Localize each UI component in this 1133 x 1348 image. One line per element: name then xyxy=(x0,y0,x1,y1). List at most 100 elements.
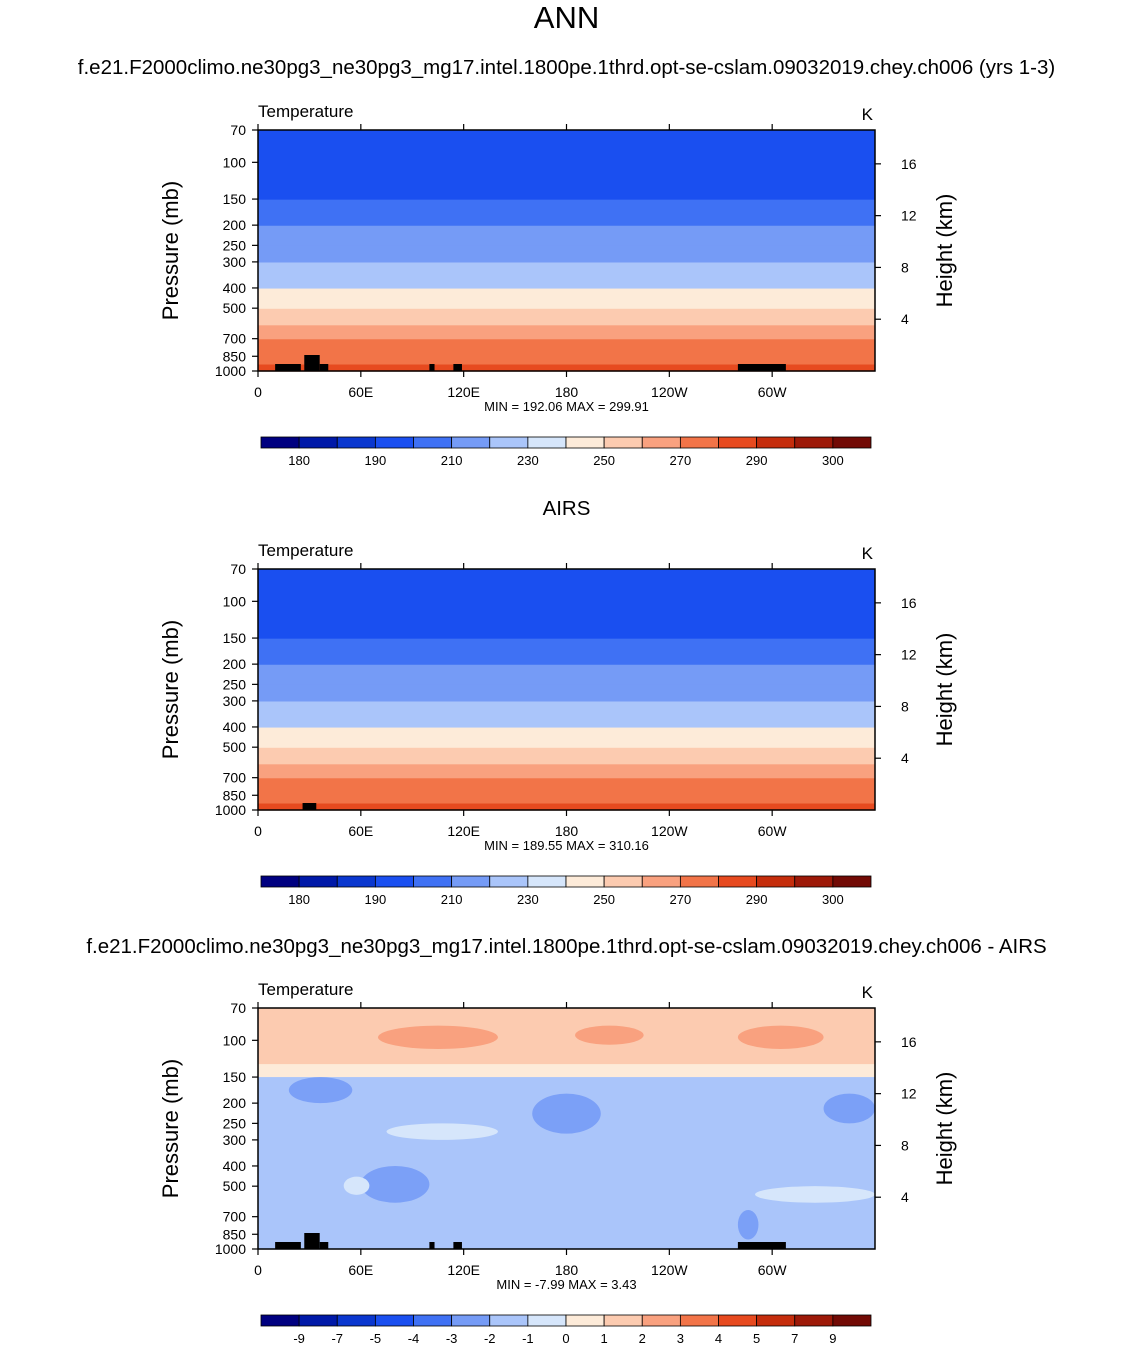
colorbar-label: 180 xyxy=(288,892,310,907)
y-tick-label: 100 xyxy=(223,593,247,609)
difference-patch xyxy=(575,1025,644,1045)
colorbar-label: 230 xyxy=(517,892,539,907)
colorbar-label: 4 xyxy=(715,1331,722,1346)
colorbar-label: -9 xyxy=(293,1331,305,1346)
terrain-block xyxy=(429,1242,435,1249)
colorbar-label: 270 xyxy=(670,453,692,468)
colorbar-swatch xyxy=(603,875,643,888)
difference-patch xyxy=(532,1093,601,1134)
panel-3-title: f.e21.F2000climo.ne30pg3_ne30pg3_mg17.in… xyxy=(86,935,1047,958)
colorbar-swatch xyxy=(641,436,681,449)
temperature-band xyxy=(258,700,875,728)
colorbar-swatch xyxy=(794,436,834,449)
x-tick-label: 120W xyxy=(651,1262,688,1278)
terrain-block xyxy=(304,355,320,371)
difference-patch xyxy=(343,1176,370,1195)
temperature-band xyxy=(258,324,875,340)
colorbar-swatch xyxy=(336,875,376,888)
colorbar-swatch xyxy=(451,436,491,449)
temperature-band xyxy=(258,795,875,804)
y-tick-label: 400 xyxy=(223,1158,247,1174)
colorbar-swatch xyxy=(336,1314,376,1327)
temperature-band xyxy=(258,245,875,263)
colorbar-label: 290 xyxy=(746,453,768,468)
colorbar-swatch xyxy=(565,1314,605,1327)
colorbar-label: 7 xyxy=(791,1331,798,1346)
x-tick-label: 180 xyxy=(555,1262,579,1278)
x-tick-label: 60E xyxy=(348,384,373,400)
difference-patch xyxy=(823,1093,876,1124)
right-tick-label: 4 xyxy=(901,750,909,766)
colorbar-swatch xyxy=(679,1314,719,1327)
x-tick-label: 60W xyxy=(758,384,788,400)
panel-1-chart: Temperature K7010015020025030040050070085… xyxy=(158,102,957,468)
temperature-band xyxy=(258,356,875,365)
y-tick-label: 850 xyxy=(223,787,247,803)
y-tick-label: 70 xyxy=(230,561,246,577)
colorbar-swatch xyxy=(451,1314,491,1327)
y-tick-label: 400 xyxy=(223,280,247,296)
variable-label: Temperature xyxy=(258,541,353,560)
right-tick-label: 16 xyxy=(901,595,917,611)
temperature-band xyxy=(258,777,875,796)
right-axis-label: Height (km) xyxy=(932,633,957,747)
panel-1-title: f.e21.F2000climo.ne30pg3_ne30pg3_mg17.in… xyxy=(77,56,1056,79)
x-tick-label: 0 xyxy=(254,384,262,400)
colorbar-swatch xyxy=(260,875,300,888)
colorbar-swatch xyxy=(718,436,758,449)
y-tick-label: 70 xyxy=(230,1000,246,1016)
terrain-block xyxy=(737,1242,786,1249)
terrain-block xyxy=(275,364,301,371)
colorbar-label: 2 xyxy=(639,1331,646,1346)
colorbar-label: 190 xyxy=(365,453,387,468)
colorbar-label: 250 xyxy=(593,892,615,907)
colorbar-label: 250 xyxy=(593,453,615,468)
y-tick-label: 1000 xyxy=(215,802,246,818)
colorbar-swatch xyxy=(298,875,338,888)
colorbar-swatch xyxy=(374,875,414,888)
colorbar-swatch xyxy=(718,875,758,888)
y-tick-label: 850 xyxy=(223,1226,247,1242)
temperature-band xyxy=(258,287,875,309)
temperature-band xyxy=(258,338,875,357)
colorbar-swatch xyxy=(451,875,491,888)
colorbar-swatch xyxy=(260,436,300,449)
colorbar-label: 270 xyxy=(670,892,692,907)
y-axis-label: Pressure (mb) xyxy=(158,1059,183,1198)
panel-2-chart: Temperature K7010015020025030040050070085… xyxy=(158,541,957,907)
colorbar-swatch xyxy=(832,875,872,888)
y-tick-label: 400 xyxy=(223,719,247,735)
colorbar-swatch xyxy=(794,1314,834,1327)
y-tick-label: 700 xyxy=(223,770,247,786)
terrain-block xyxy=(304,1233,320,1249)
colorbar-label: 1 xyxy=(601,1331,608,1346)
colorbar-swatch xyxy=(527,436,567,449)
x-tick-label: 60E xyxy=(348,1262,373,1278)
y-tick-label: 500 xyxy=(223,300,247,316)
difference-band xyxy=(258,1064,875,1078)
terrain-block xyxy=(319,364,329,371)
colorbar-label: -3 xyxy=(446,1331,458,1346)
colorbar-label: -2 xyxy=(484,1331,496,1346)
y-tick-label: 200 xyxy=(223,1095,247,1111)
colorbar-label: 300 xyxy=(822,453,844,468)
x-tick-label: 60W xyxy=(758,1262,788,1278)
terrain-block xyxy=(453,364,462,371)
right-tick-label: 4 xyxy=(901,311,909,327)
right-axis-label: Height (km) xyxy=(932,194,957,308)
y-tick-label: 300 xyxy=(223,254,247,270)
panel-3-chart: Temperature K7010015020025030040050070085… xyxy=(158,980,957,1346)
y-tick-label: 700 xyxy=(223,1209,247,1225)
y-tick-label: 300 xyxy=(223,693,247,709)
temperature-band xyxy=(258,664,875,685)
temperature-band xyxy=(258,684,875,702)
y-tick-label: 200 xyxy=(223,217,247,233)
y-tick-label: 70 xyxy=(230,122,246,138)
colorbar-label: 300 xyxy=(822,892,844,907)
terrain-block xyxy=(737,364,786,371)
units-label: K xyxy=(862,105,874,124)
right-tick-label: 8 xyxy=(901,698,909,714)
difference-patch xyxy=(360,1165,430,1203)
colorbar-swatch xyxy=(489,436,529,449)
colorbar-label: -7 xyxy=(331,1331,343,1346)
